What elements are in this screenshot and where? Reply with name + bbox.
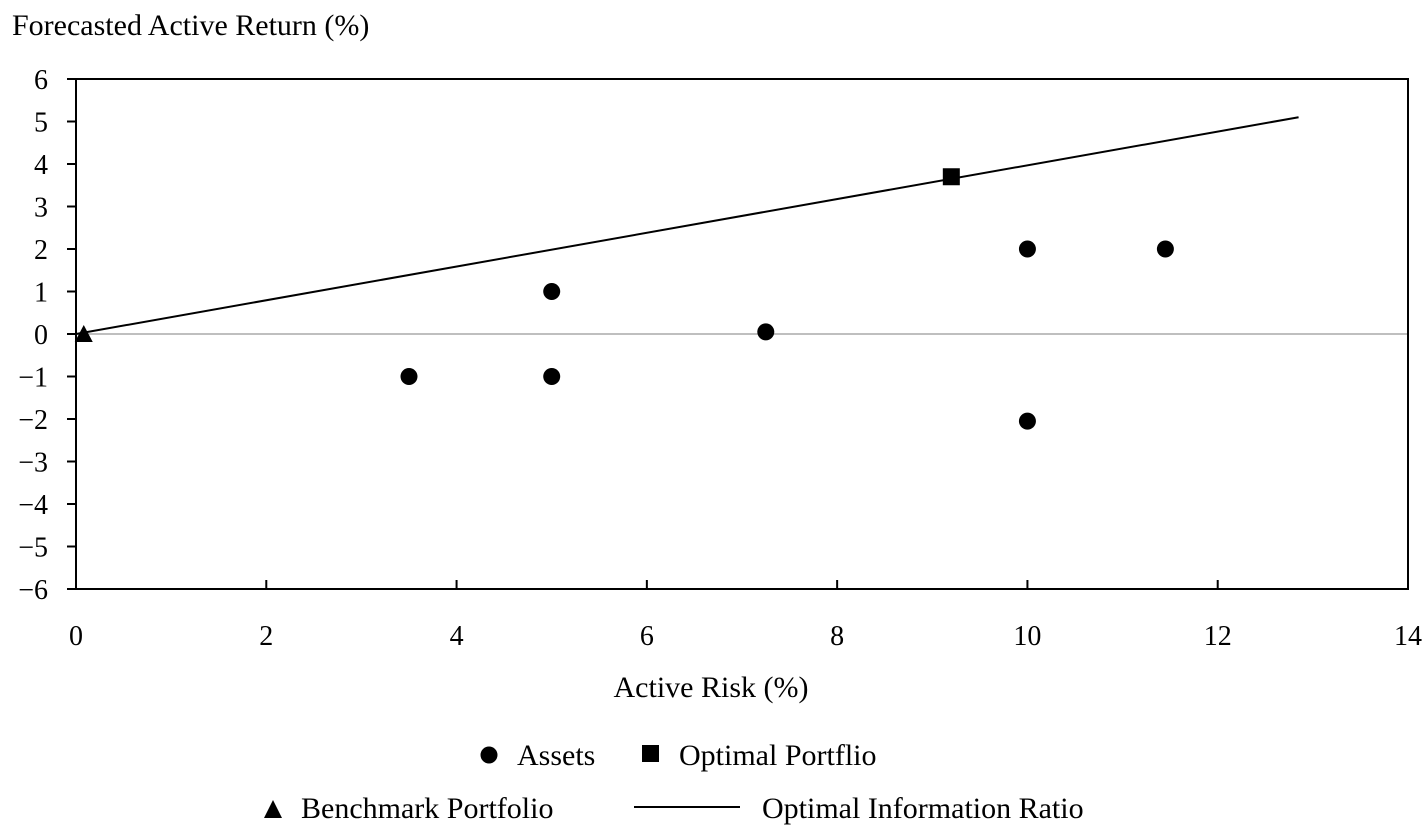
legend-benchmark-marker xyxy=(264,800,282,818)
asset-point xyxy=(757,323,775,341)
y-tick-label: 5 xyxy=(34,108,48,139)
y-tick-label: 1 xyxy=(34,278,48,309)
y-axis-title: Forecasted Active Return (%) xyxy=(12,9,369,42)
legend: Assets Optimal Portflio Benchmark Portfo… xyxy=(264,739,1084,825)
y-tick-label: −1 xyxy=(18,363,48,394)
x-tick-label: 14 xyxy=(1394,621,1422,652)
benchmark-portfolio-point xyxy=(74,325,93,342)
y-tick-label: 0 xyxy=(34,320,48,351)
x-axis-title: Active Risk (%) xyxy=(614,671,809,704)
x-tick-label: 10 xyxy=(1013,621,1041,652)
y-tick-label: −2 xyxy=(18,405,48,436)
asset-point xyxy=(400,368,418,385)
optimal-information-ratio-line xyxy=(75,116,1299,335)
x-tick-label: 6 xyxy=(640,621,654,652)
y-tick-label: 3 xyxy=(34,193,48,224)
y-tick-label: −3 xyxy=(18,448,48,479)
y-tick-label: −6 xyxy=(18,575,48,606)
legend-ratio-line-label: Optimal Information Ratio xyxy=(762,792,1084,825)
asset-point xyxy=(1018,412,1036,430)
optimal-portfolio-point xyxy=(942,168,960,186)
asset-point xyxy=(543,283,561,300)
legend-optimal-portfolio-marker xyxy=(642,745,659,762)
legend-assets-label: Assets xyxy=(517,739,595,772)
asset-point xyxy=(543,368,561,385)
asset-point xyxy=(1018,240,1036,258)
legend-assets-marker xyxy=(480,746,498,764)
y-tick-label: 2 xyxy=(34,235,48,266)
asset-point xyxy=(1156,240,1174,258)
y-tick-label: −4 xyxy=(18,490,48,521)
y-tick-label: 6 xyxy=(34,65,48,96)
y-tick-label: 4 xyxy=(34,150,48,181)
x-tick-label: 12 xyxy=(1204,621,1232,652)
legend-benchmark-label: Benchmark Portfolio xyxy=(301,792,553,825)
x-tick-label: 4 xyxy=(450,621,464,652)
y-tick-label: −5 xyxy=(18,533,48,564)
x-tick-label: 8 xyxy=(830,621,844,652)
x-tick-label: 0 xyxy=(69,621,83,652)
markers-layer xyxy=(74,168,1174,430)
x-tick-label: 2 xyxy=(259,621,273,652)
legend-optimal-portfolio-label: Optimal Portflio xyxy=(679,739,877,772)
ratio-line-layer xyxy=(75,116,1299,335)
